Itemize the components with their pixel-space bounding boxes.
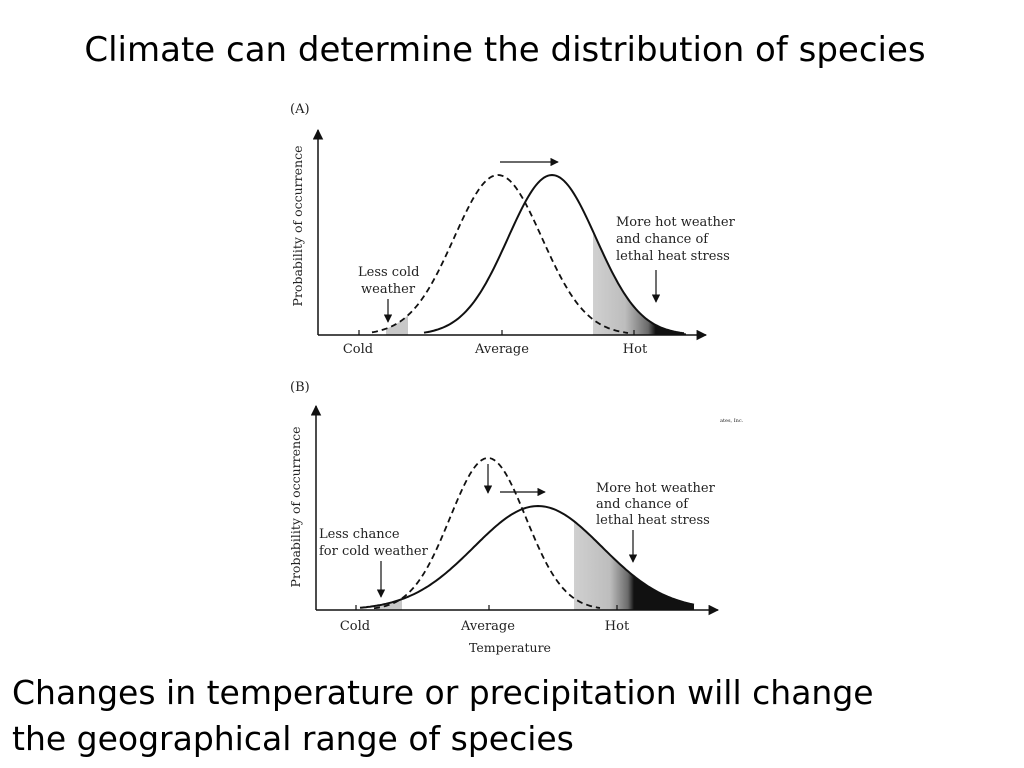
panel-b-tick-label-hot: Hot bbox=[605, 619, 630, 634]
panel-b-hot-note-line2: and chance of bbox=[596, 497, 689, 512]
panel-a-hot-note-line2: and chance of bbox=[616, 232, 709, 247]
panel-b-current-curve bbox=[373, 457, 601, 610]
panel-a-future-curve bbox=[423, 173, 685, 335]
panel-b-label: (B) bbox=[290, 380, 310, 395]
panel-b-hot-note-line1: More hot weather bbox=[596, 481, 716, 496]
panel-a-cold-note-line2: weather bbox=[361, 282, 416, 297]
panel-a-tick-label-average: Average bbox=[474, 342, 529, 357]
panel-b-future-curve bbox=[359, 504, 695, 609]
panel-a-tick-label-hot: Hot bbox=[623, 342, 648, 357]
panel-a-y-axis-label: Probability of occurrence bbox=[290, 146, 305, 307]
panel-a-cold-note-line1: Less cold bbox=[358, 265, 419, 280]
panel-a-hot-note-line1: More hot weather bbox=[616, 215, 736, 230]
panel-b-hot-note-line3: lethal heat stress bbox=[596, 513, 710, 528]
panel-b-y-axis-label: Probability of occurrence bbox=[288, 427, 303, 588]
panel-a-cold-shade bbox=[386, 315, 408, 335]
panel-a-label: (A) bbox=[290, 102, 310, 117]
panel-b-x-axis-label: Temperature bbox=[469, 640, 551, 655]
panel-b-tick-label-cold: Cold bbox=[340, 619, 370, 634]
panel-a-tick-label-cold: Cold bbox=[343, 342, 373, 357]
caption-line-1: Changes in temperature or precipitation … bbox=[12, 673, 874, 712]
panel-b: (B) ates, Inc. Cold Average Hot Temperat… bbox=[288, 380, 744, 655]
panel-b-cold-note-line1: Less chance bbox=[319, 527, 400, 542]
panel-a-hot-note-line3: lethal heat stress bbox=[616, 249, 730, 264]
caption-line-2: the geographical range of species bbox=[12, 719, 574, 758]
slide-caption: Changes in temperature or precipitation … bbox=[12, 670, 1012, 762]
panel-b-tick-label-average: Average bbox=[460, 619, 515, 634]
panel-b-credit: ates, Inc. bbox=[720, 418, 744, 424]
panel-b-hot-shade bbox=[574, 521, 694, 610]
panel-a-hot-shade bbox=[593, 231, 686, 335]
slide-title: Climate can determine the distribution o… bbox=[84, 30, 926, 70]
panel-b-cold-note-line2: for cold weather bbox=[319, 544, 429, 559]
panel-a-current-curve bbox=[371, 174, 629, 334]
panel-a: (A) Cold Average Hot Probability of occu… bbox=[290, 102, 736, 357]
